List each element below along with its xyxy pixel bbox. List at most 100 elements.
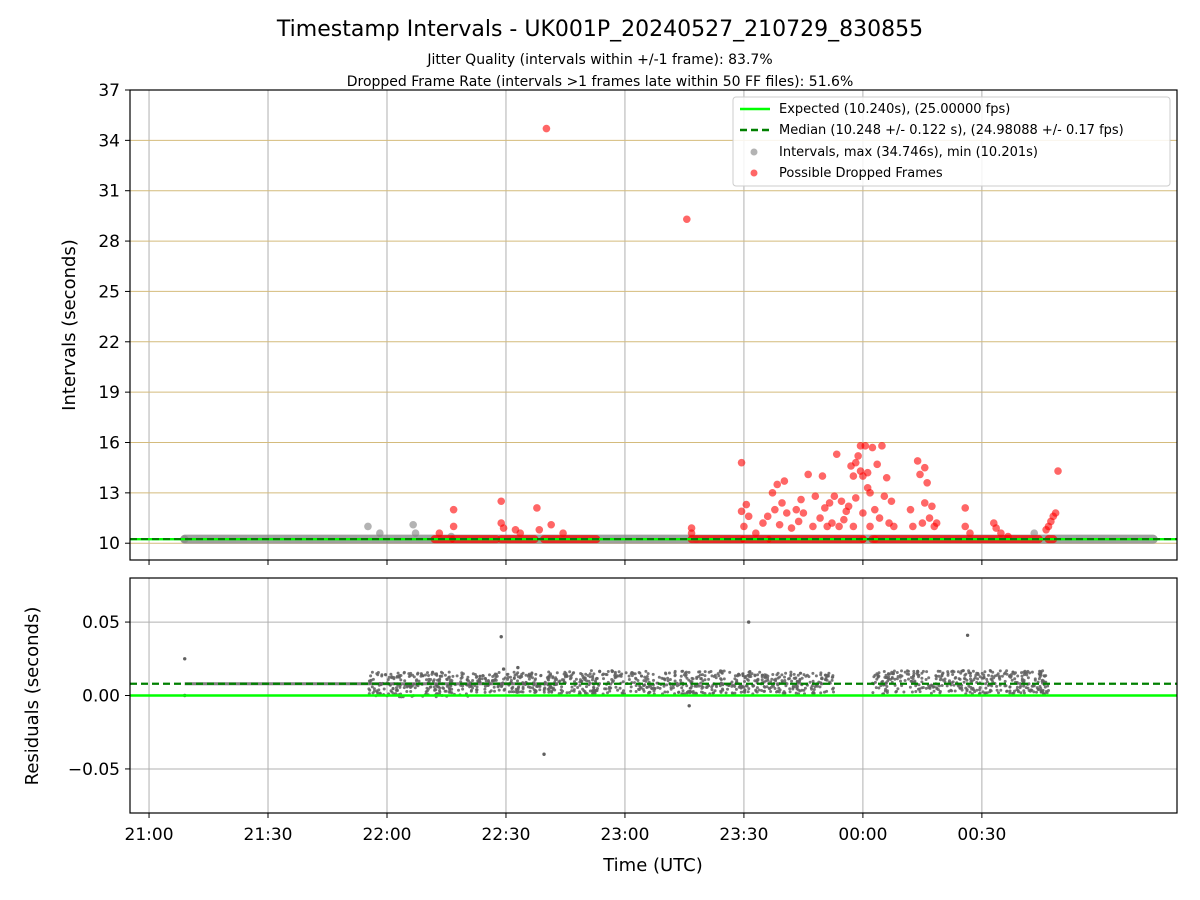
residual-point	[555, 671, 559, 675]
dropped-frame-point	[559, 529, 567, 537]
residual-point	[722, 669, 726, 673]
dropped-frame-point	[870, 505, 879, 514]
residual-point	[915, 671, 919, 675]
dropped-frame-point	[787, 524, 796, 532]
residual-point	[657, 675, 661, 679]
residual-point	[947, 689, 951, 693]
residual-point	[780, 679, 784, 683]
residual-point	[720, 669, 724, 673]
dropped-frame-point	[775, 520, 784, 529]
residual-point	[469, 689, 473, 693]
dropped-frame-point	[849, 522, 858, 531]
residual-point	[903, 679, 907, 682]
residual-point	[554, 676, 558, 680]
residual-point	[680, 686, 684, 690]
residual-point	[376, 673, 380, 677]
dropped-frame-point	[918, 519, 927, 527]
residual-point	[545, 676, 549, 680]
residual-point	[405, 690, 409, 693]
residual-point	[753, 673, 757, 677]
residual-point	[796, 673, 800, 677]
residual-point	[889, 678, 892, 681]
residual-point	[399, 674, 403, 677]
residual-point	[656, 686, 660, 690]
residual-point	[652, 689, 656, 693]
intervals-ytick-label-3: 19	[98, 383, 120, 403]
residual-point	[701, 673, 704, 677]
dropped-frame-point	[547, 520, 555, 529]
x-axis-label: Time (UTC)	[602, 855, 703, 876]
intervals-y-axis-label: Intervals (seconds)	[59, 239, 80, 411]
residual-point	[679, 674, 683, 678]
residual-point	[375, 690, 379, 694]
dropped-frame-point	[499, 524, 508, 532]
residual-point	[998, 677, 1002, 681]
residual-point	[493, 689, 496, 693]
residual-point	[917, 675, 920, 679]
dropped-frame-point	[880, 492, 889, 501]
residual-point	[382, 687, 386, 691]
residual-point	[533, 678, 537, 682]
residual-point	[583, 678, 587, 682]
residual-point	[733, 691, 737, 695]
chart-subtitle-dropped: Dropped Frame Rate (intervals >1 frames …	[347, 74, 854, 90]
residual-point	[433, 688, 437, 692]
residual-point	[512, 670, 516, 674]
residual-point	[1040, 679, 1044, 683]
residual-point	[390, 690, 394, 694]
residual-point	[929, 691, 933, 695]
residual-point	[629, 685, 633, 689]
legend-intervals-label: Intervals, max (34.746s), min (10.201s)	[779, 145, 1038, 160]
residual-point	[698, 670, 702, 674]
residual-point	[370, 670, 374, 674]
residual-point	[811, 679, 815, 683]
residual-point	[438, 690, 442, 694]
residual-point	[666, 676, 670, 680]
residual-point	[824, 673, 828, 677]
residual-point	[460, 675, 464, 679]
residual-point	[934, 677, 938, 681]
residual-point	[903, 670, 907, 674]
residual-point	[601, 673, 605, 677]
dropped-frame-point	[866, 522, 874, 531]
residual-point	[962, 677, 966, 680]
residual-point	[512, 677, 516, 680]
dropped-frame-point	[828, 519, 836, 527]
residual-point	[1017, 690, 1020, 694]
residuals-marks	[183, 620, 1050, 756]
residual-point	[874, 686, 878, 690]
residual-point	[459, 680, 463, 684]
residual-point	[831, 687, 835, 691]
residual-point	[991, 670, 995, 674]
dropped-frame-point	[818, 472, 827, 480]
intervals-ytick-label-1: 13	[98, 484, 120, 504]
residual-point	[935, 674, 939, 678]
residual-point	[719, 682, 723, 686]
residual-point	[875, 677, 879, 681]
residual-point	[959, 671, 963, 675]
residual-point	[1020, 677, 1024, 681]
residual-point	[697, 684, 701, 688]
residual-point	[770, 677, 774, 681]
residual-point	[1045, 691, 1049, 695]
residual-point	[757, 688, 761, 692]
residual-point	[377, 688, 381, 692]
residual-point	[885, 685, 889, 688]
residual-point	[984, 691, 988, 695]
residual-point	[589, 669, 593, 673]
residual-point	[610, 670, 614, 674]
residual-point	[606, 691, 609, 695]
residual-point	[598, 670, 602, 674]
residual-point	[419, 672, 423, 676]
residual-point	[642, 679, 646, 683]
residual-point	[760, 678, 764, 682]
residual-point	[700, 684, 704, 688]
residual-point	[497, 671, 501, 674]
residual-point	[911, 674, 915, 678]
residual-point	[494, 675, 498, 679]
legend-median-label: Median (10.248 +/- 0.122 s), (24.98088 +…	[779, 123, 1124, 138]
residual-point	[685, 691, 689, 695]
residual-point	[907, 677, 910, 681]
residual-point	[763, 689, 766, 693]
residual-point	[1024, 686, 1028, 690]
